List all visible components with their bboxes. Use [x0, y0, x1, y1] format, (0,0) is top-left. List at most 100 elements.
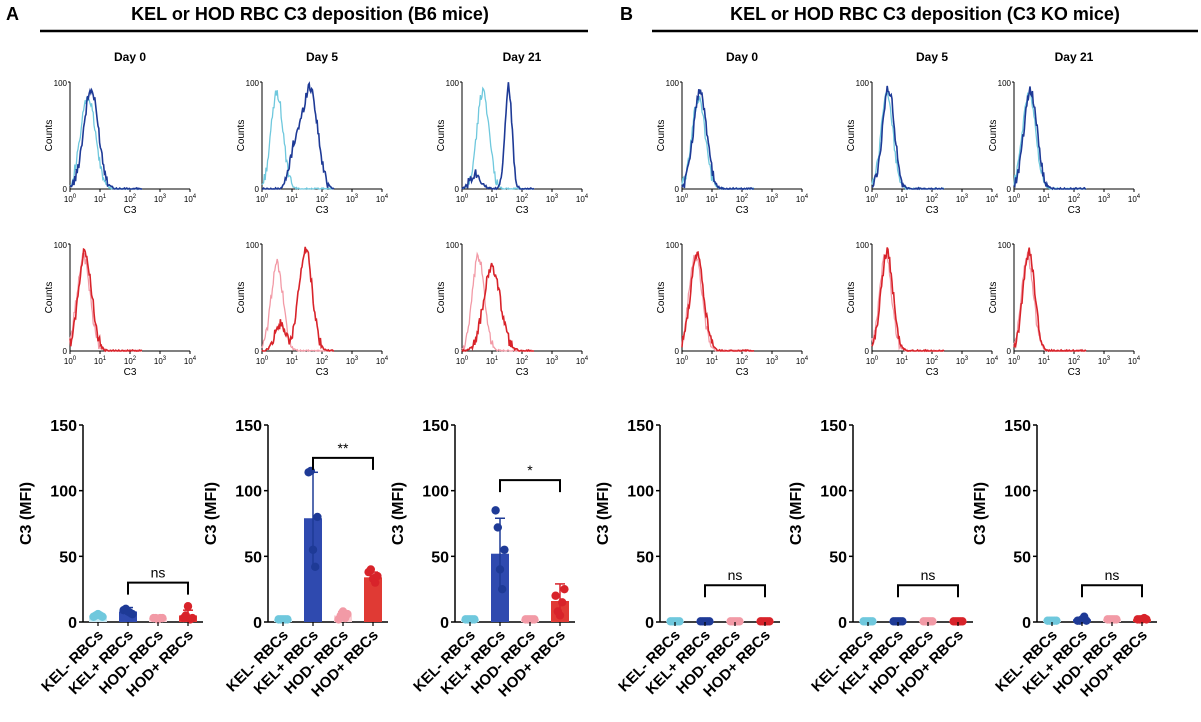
data-point — [928, 617, 936, 625]
x-axis-label: C3 — [316, 367, 329, 378]
x-tick-label: 101 — [94, 194, 107, 204]
y-tick-label: 100 — [856, 241, 870, 250]
x-tick-label: 103 — [546, 356, 559, 366]
x-tick-label: 101 — [896, 194, 909, 204]
y-axis-label: Counts — [988, 120, 999, 152]
histogram-curve — [262, 259, 334, 351]
y-tick-label: 100 — [235, 484, 262, 501]
x-tick-label: 104 — [986, 356, 999, 366]
y-tick-label: 50 — [431, 549, 449, 566]
x-tick-label: 104 — [376, 356, 389, 366]
y-tick-label: 100 — [1004, 484, 1031, 501]
x-tick-label: 100 — [866, 194, 879, 204]
y-tick-label: 100 — [246, 79, 260, 88]
histogram-curve — [462, 254, 534, 351]
histogram-b-kel-day0: Day 00100Counts100 101 102 103 104C3 — [656, 50, 809, 216]
day-label: Day 0 — [114, 50, 146, 64]
x-tick-label: 104 — [1128, 356, 1141, 366]
y-tick-label: 150 — [50, 418, 77, 435]
x-tick-label: 102 — [926, 194, 939, 204]
y-tick-label: 100 — [54, 79, 68, 88]
x-tick-label: 101 — [486, 194, 499, 204]
significance-label: ns — [1105, 567, 1120, 583]
data-point — [311, 563, 319, 571]
data-point — [128, 610, 136, 618]
y-tick-label: 50 — [829, 549, 847, 566]
x-tick-label: 101 — [1038, 194, 1051, 204]
y-tick-label: 100 — [50, 484, 77, 501]
histogram-curve — [682, 252, 754, 351]
data-point — [491, 506, 499, 514]
data-point — [675, 617, 683, 625]
x-axis-label: C3 — [124, 367, 137, 378]
data-point — [556, 611, 564, 619]
x-axis-label: C3 — [316, 205, 329, 216]
significance-label: ns — [151, 565, 166, 581]
y-tick-label: 100 — [998, 241, 1012, 250]
x-tick-label: 103 — [1098, 194, 1111, 204]
x-tick-label: 102 — [926, 356, 939, 366]
x-axis-label: C3 — [1068, 205, 1081, 216]
histogram-curve — [872, 86, 944, 189]
y-axis-label: C3 (MFI) — [18, 482, 35, 545]
x-tick-label: 100 — [456, 356, 469, 366]
y-tick-label: 100 — [422, 484, 449, 501]
data-point — [470, 615, 478, 623]
y-tick-label: 150 — [820, 418, 847, 435]
x-axis-label: C3 — [1068, 367, 1081, 378]
x-axis-label: C3 — [516, 205, 529, 216]
x-tick-label: 104 — [986, 194, 999, 204]
x-tick-label: 102 — [516, 356, 529, 366]
histogram-curve — [262, 247, 334, 351]
data-point — [560, 585, 568, 593]
data-point — [958, 617, 966, 625]
histogram-curve — [1014, 87, 1086, 190]
x-tick-label: 104 — [1128, 194, 1141, 204]
y-axis-label: Counts — [988, 282, 999, 314]
data-point — [188, 614, 196, 622]
data-point — [494, 523, 502, 531]
data-point — [551, 592, 559, 600]
x-tick-label: 103 — [346, 356, 359, 366]
significance-label: ns — [921, 567, 936, 583]
figure: A KEL or HOD RBC C3 deposition (B6 mice)… — [0, 0, 1201, 722]
histogram-b-kel-day21: Day 210100Counts100 101 102 103 104C3 — [988, 50, 1141, 216]
x-tick-label: 104 — [576, 194, 589, 204]
data-point — [1112, 615, 1120, 623]
x-tick-label: 104 — [184, 356, 197, 366]
panel-letter-b: B — [620, 4, 633, 24]
y-axis-label: Counts — [846, 282, 857, 314]
panel-letter-a: A — [6, 4, 19, 24]
x-tick-label: 100 — [1008, 194, 1021, 204]
x-tick-label: 100 — [64, 356, 77, 366]
y-tick-label: 50 — [59, 549, 77, 566]
day-label: Day 5 — [306, 50, 338, 64]
bar-chart-a-day5: 050100150C3 (MFI)KEL- RBCsKEL+ RBCsHOD- … — [203, 418, 388, 700]
data-point — [530, 615, 538, 623]
data-point — [367, 565, 375, 573]
x-tick-label: 102 — [1068, 356, 1081, 366]
histogram-curve — [872, 254, 944, 351]
x-tick-label: 100 — [676, 356, 689, 366]
y-tick-label: 0 — [865, 347, 870, 356]
panel-title-a: KEL or HOD RBC C3 deposition (B6 mice) — [131, 4, 489, 24]
data-point — [1052, 616, 1060, 624]
y-axis-label: Counts — [236, 120, 247, 152]
y-tick-label: 100 — [446, 79, 460, 88]
x-tick-label: 102 — [736, 356, 749, 366]
x-tick-label: 104 — [796, 194, 809, 204]
x-tick-label: 102 — [736, 194, 749, 204]
y-tick-label: 150 — [1004, 418, 1031, 435]
y-tick-label: 150 — [235, 418, 262, 435]
histogram-b-hod-day0: 0100Counts100 101 102 103 104C3 — [656, 241, 809, 378]
x-tick-label: 100 — [1008, 356, 1021, 366]
y-tick-label: 50 — [244, 549, 262, 566]
x-tick-label: 102 — [516, 194, 529, 204]
x-axis-label: C3 — [926, 205, 939, 216]
significance-bracket — [898, 585, 958, 597]
histogram-curve — [262, 84, 334, 190]
